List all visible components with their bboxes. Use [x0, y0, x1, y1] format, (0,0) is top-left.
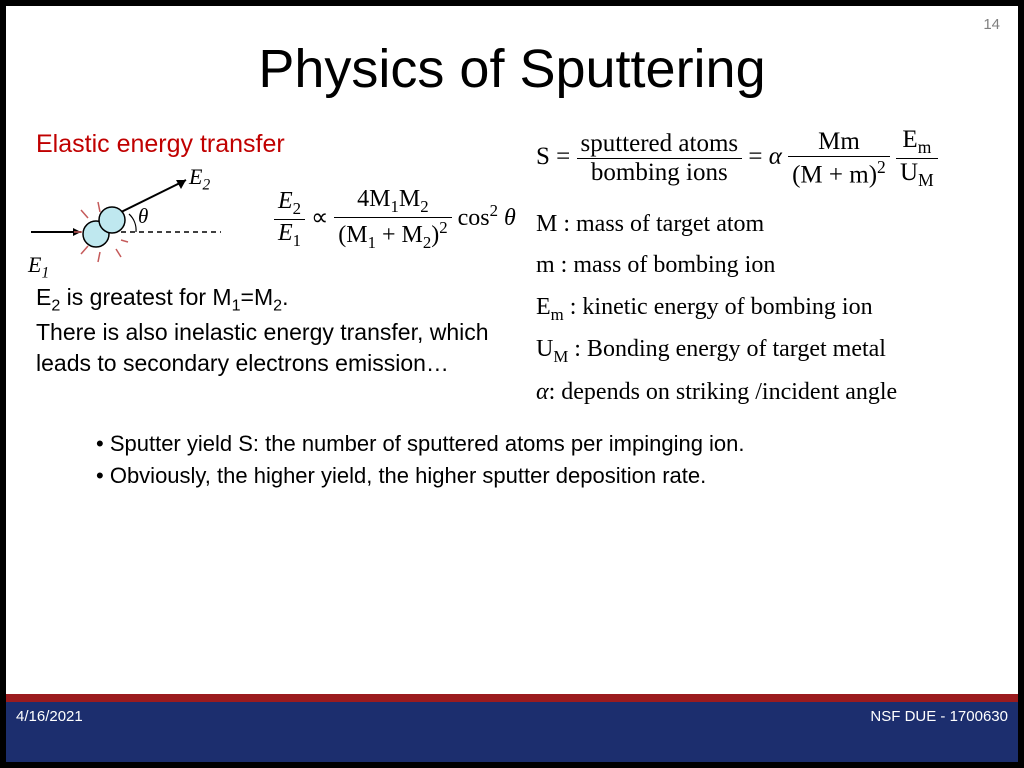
collision-diagram: E1 E2 θ	[26, 162, 226, 272]
equation-sputter-yield: S = sputtered atomsbombing ions = α Mm(M…	[536, 126, 938, 191]
page-number: 14	[983, 16, 1000, 33]
diagram-label-e1: E1	[28, 252, 49, 282]
diagram-label-theta: θ	[138, 204, 148, 229]
diagram-label-e2: E2	[189, 164, 210, 194]
bullet-list: Sputter yield S: the number of sputtered…	[96, 428, 745, 492]
def-M: M : mass of target atom	[536, 204, 897, 245]
section-heading: Elastic energy transfer	[36, 130, 285, 159]
def-Em: Em : kinetic energy of bombing ion	[536, 287, 897, 330]
footer-grant: NSF DUE - 1700630	[870, 708, 1008, 725]
bullet-2: Obviously, the higher yield, the higher …	[96, 460, 745, 492]
explanation-text: E2 is greatest for M1=M2. There is also …	[36, 282, 496, 379]
def-m: m : mass of bombing ion	[536, 245, 897, 286]
slide: 14 Physics of Sputtering Elastic energy …	[6, 6, 1018, 730]
def-UM: UM : Bonding energy of target metal	[536, 329, 897, 372]
def-alpha: α: depends on striking /incident angle	[536, 372, 897, 413]
footer-date: 4/16/2021	[16, 708, 83, 725]
variable-definitions: M : mass of target atom m : mass of bomb…	[536, 204, 897, 413]
footer-bar: 4/16/2021 NSF DUE - 1700630	[6, 702, 1018, 762]
slide-title: Physics of Sputtering	[6, 38, 1018, 100]
equation-energy-ratio: E2E1 ∝ 4M1M2(M1 + M2)2 cos2 θ	[274, 186, 516, 253]
footer-stripe	[6, 694, 1018, 702]
bullet-1: Sputter yield S: the number of sputtered…	[96, 428, 745, 460]
